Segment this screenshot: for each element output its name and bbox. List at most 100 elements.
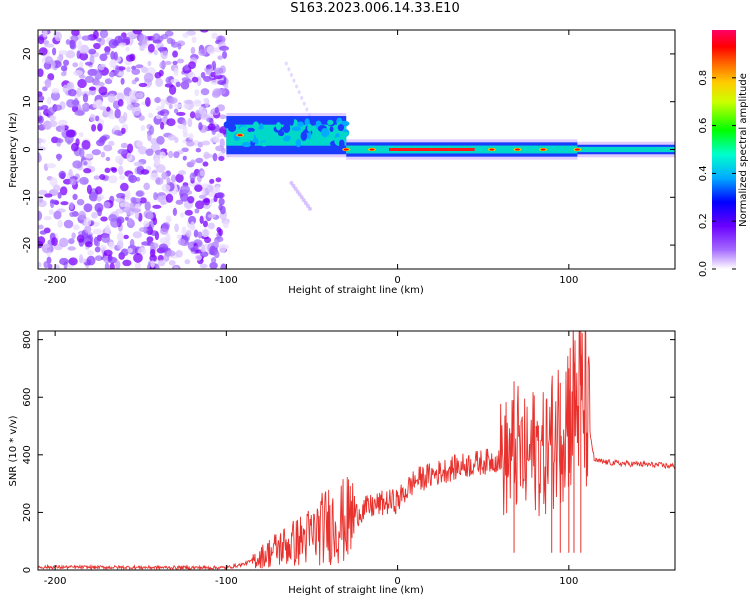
noise-blob [135,92,144,99]
colorbar-label: Normalized spectral amplitude [738,73,749,227]
colorbar-tick-label: 0.0 [698,261,709,277]
noise-blob [168,104,173,110]
noise-blob [43,215,52,221]
noise-blob [179,212,185,218]
noise-blob [79,176,89,185]
noise-blob [59,257,69,266]
noise-blob [182,132,189,138]
noise-blob [38,137,44,144]
noise-blob [91,149,101,156]
noise-blob [136,140,144,148]
noise-blob [92,228,103,235]
noise-blob [134,261,141,269]
noise-blob [38,115,44,124]
noise-blob [68,238,75,245]
signal-blob [275,122,282,131]
noise-blob [76,87,82,97]
signal-blob [258,129,267,134]
noise-blob [94,202,104,213]
x-tick-label: -200 [44,275,67,286]
noise-blob [51,88,60,94]
noise-blob [46,163,57,169]
signal-blob [247,127,255,133]
noise-blob [178,170,186,176]
noise-blob [41,243,51,248]
y-tick-label: 600 [22,388,33,407]
noise-blob [152,39,162,44]
streak-blob [293,186,298,191]
noise-blob [73,98,79,108]
noise-blob [145,97,151,107]
noise-blob [210,71,216,78]
noise-blob [165,233,171,242]
streak-blob [302,101,306,106]
noise-blob [134,77,140,82]
noise-blob [140,125,146,131]
noise-blob [184,259,191,265]
noise-blob [96,99,103,108]
noise-blob [215,185,221,193]
noise-blob [38,210,43,221]
noise-blob [155,77,164,88]
noise-blob [157,47,168,52]
streak-blob [300,95,304,100]
noise-blob [177,124,186,129]
noise-blob [57,192,62,199]
noise-blob [120,182,129,192]
noise-blob [133,161,143,167]
noise-blob [60,124,65,133]
noise-blob [123,36,131,43]
noise-blob [195,157,204,164]
noise-blob [92,221,100,227]
snr-plot [38,331,675,570]
noise-blob [104,167,111,174]
noise-blob [38,262,42,268]
signal-blob [317,135,323,141]
y-tick-label: -20 [22,237,33,253]
noise-blob [223,84,229,89]
signal-blob [310,121,316,126]
noise-blob [173,67,179,76]
colorbar-tick-label: 0.4 [698,165,709,181]
noise-blob [115,64,120,75]
noise-blob [141,66,149,74]
signal-blob [260,141,268,147]
noise-blob [83,203,93,213]
noise-blob [88,48,97,55]
noise-blob [97,123,103,132]
noise-blob [203,197,211,206]
noise-blob [87,249,94,256]
noise-blob [122,259,132,267]
noise-blob [71,30,80,37]
noise-blob [174,223,179,233]
noise-blob [78,132,84,138]
noise-blob [202,229,209,238]
noise-blob [78,254,84,264]
noise-blob [117,71,125,77]
noise-blob [153,97,162,103]
noise-blob [67,88,77,97]
noise-blob [109,59,117,68]
noise-blob [94,71,103,80]
streak-blob [303,201,308,206]
signal-blob [291,126,302,132]
signal-core [577,146,675,153]
noise-blob [146,212,154,220]
noise-blob [219,138,225,148]
noise-blob [84,75,95,84]
noise-blob [123,234,129,240]
noise-blob [58,170,66,179]
noise-blob [159,151,166,159]
x-tick-label: 0 [394,576,400,587]
noise-blob [147,60,152,67]
noise-blob [43,261,49,269]
noise-blob [65,50,76,59]
noise-blob [116,208,123,214]
noise-blob [212,135,220,143]
x-tick-label: -100 [215,275,238,286]
noise-blob [63,59,70,66]
noise-blob [78,210,86,221]
noise-blob [95,186,103,195]
